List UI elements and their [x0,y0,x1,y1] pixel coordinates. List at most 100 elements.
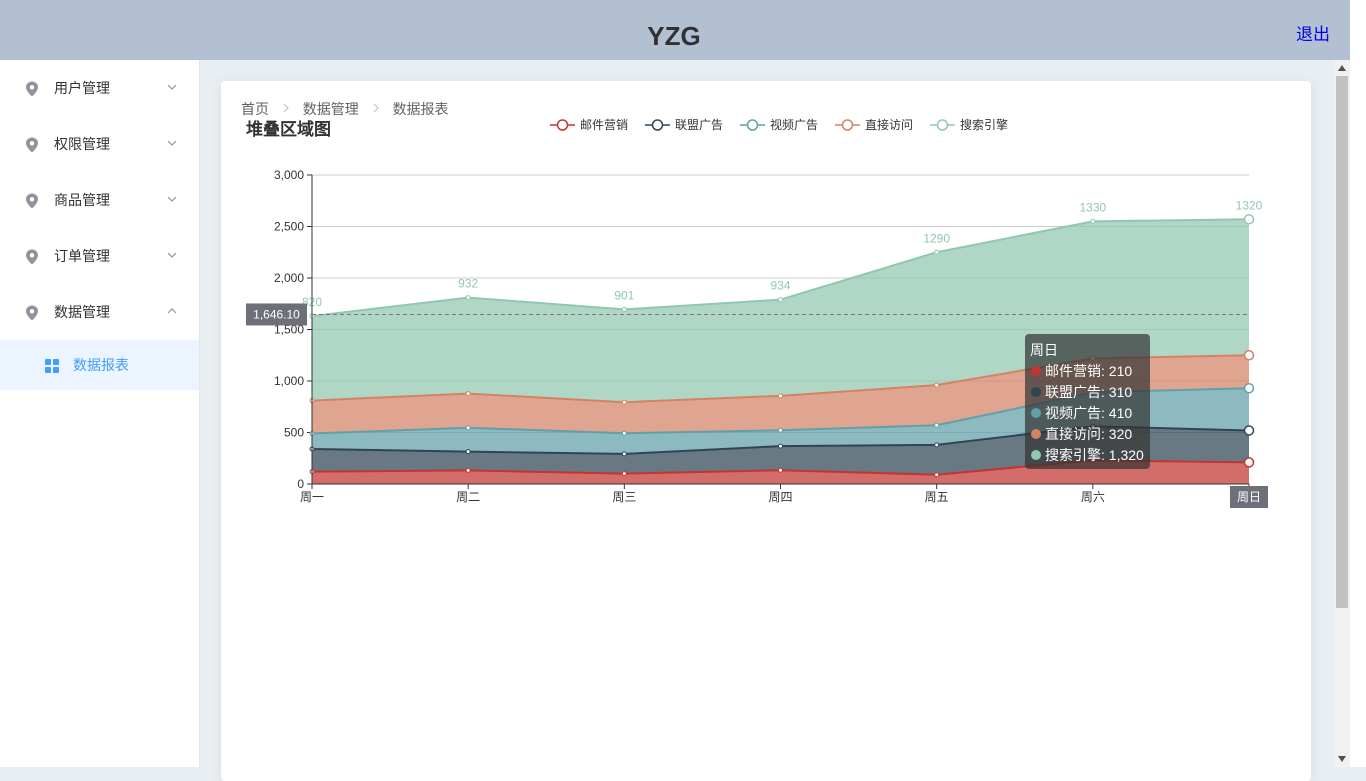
sidebar-item-label: 用户管理 [54,80,110,96]
breadcrumb-data-management: 数据管理 [302,101,359,117]
location-icon [26,137,38,153]
legend-label: 搜索引擎 [960,117,1008,132]
tooltip-row: 搜索引擎: 1,320 [1045,447,1144,463]
data-label: 1290 [923,231,950,245]
sidebar-menu: 用户管理 权限管理 商品管理 订单管理 数据管理 数据报表 [0,60,200,767]
location-icon [26,249,38,265]
breadcrumb-data-report: 数据报表 [392,101,449,117]
legend-marker [746,119,759,131]
breadcrumb-home[interactable]: 首页 [241,101,269,117]
tooltip-marker [1031,429,1041,439]
tooltip-marker [1031,408,1041,418]
tooltip-bg [1025,334,1150,469]
data-point [1243,382,1255,394]
pointer-y-label-bg [246,303,307,326]
data-point [621,399,627,405]
sidebar-subitem-data-report[interactable]: 数据报表 [0,340,199,390]
chevron-right-icon [283,103,289,113]
stacked-area-chart: 堆叠区域图 邮件营销 联盟广告 视频广告 直接访问 搜索引擎 0 500 1,000 1,500 2… [246,117,1268,508]
x-tick-label: 周二 [456,490,480,504]
data-point [621,471,627,477]
tooltip-row: 邮件营销: 210 [1045,363,1132,379]
data-point [1243,425,1255,436]
chevron-down-icon [167,196,177,202]
data-point [465,467,471,473]
sidebar-item-orders[interactable]: 订单管理 [0,228,199,284]
legend-item-4: 直接访问 [835,117,913,132]
app-title: YZG [647,21,701,51]
pointer-y-label: 1,646.10 [253,307,300,321]
sidebar-item-label: 订单管理 [54,248,110,264]
scroll-down-arrow-icon[interactable] [1338,756,1346,762]
x-tick-label: 周六 [1081,490,1105,504]
data-point [934,249,940,255]
area-5 [312,219,1249,403]
y-tick-label: 1,500 [274,323,304,337]
logout-link[interactable]: 退出 [1296,25,1330,44]
data-point [1243,350,1255,361]
x-tick-label: 周四 [768,490,792,504]
vertical-scrollbar[interactable] [1334,60,1350,767]
data-point [465,295,471,301]
chevron-right-icon [373,103,379,113]
y-tick-label: 2,500 [274,220,304,234]
legend-item-5: 搜索引擎 [930,117,1008,132]
tooltip-row: 视频广告: 410 [1045,405,1132,421]
legend-label: 邮件营销 [580,118,628,132]
data-point [934,442,940,448]
sidebar-item-label: 数据管理 [54,304,110,320]
data-point [1243,457,1255,468]
y-tick-label: 3,000 [274,168,304,182]
sidebar-item-users[interactable]: 用户管理 [0,60,199,116]
pointer-x-label-bg [1230,486,1268,508]
data-label: 934 [770,279,790,293]
area-4 [312,355,1249,434]
area-3 [312,388,1249,454]
grid-icon [45,359,59,373]
legend-marker [556,119,569,131]
scroll-up-arrow-icon[interactable] [1338,65,1346,71]
breadcrumb: 首页 数据管理 数据报表 [241,99,449,119]
sidebar-subitem-label: 数据报表 [73,357,129,373]
location-icon [26,81,38,97]
tooltip-row: 直接访问: 320 [1045,426,1132,442]
y-tick-label: 500 [284,426,304,440]
legend-item-2: 联盟广告 [645,118,723,132]
sidebar-item-permissions[interactable]: 权限管理 [0,116,199,172]
data-point [778,297,783,303]
chevron-down-icon [167,84,177,90]
x-tick-label: 周一 [300,490,324,504]
chevron-up-icon [167,308,177,314]
data-point [934,422,940,428]
legend-item-1: 邮件营销 [550,118,628,132]
legend-label: 直接访问 [865,117,913,132]
data-label: 932 [458,277,478,291]
data-point [934,382,940,388]
location-icon [26,305,38,321]
legend-label: 联盟广告 [675,118,723,132]
sidebar-item-goods[interactable]: 商品管理 [0,172,199,228]
legend-item-3: 视频广告 [740,117,818,132]
legend-marker [651,119,664,131]
tooltip-marker [1031,450,1041,460]
y-tick-label: 1,000 [274,374,304,388]
chevron-down-icon [167,140,177,146]
legend-label: 视频广告 [770,117,818,132]
tooltip-row: 联盟广告: 310 [1045,384,1132,400]
top-header: YZG 退出 [0,0,1366,60]
chart-title: 堆叠区域图 [246,119,331,139]
legend-marker [841,119,854,131]
data-label: 901 [614,288,634,302]
location-icon [26,193,38,209]
data-point [778,393,783,399]
sidebar-item-data[interactable]: 数据管理 [0,284,199,340]
tooltip-title: 周日 [1030,342,1058,358]
data-point [778,443,783,449]
data-point [778,427,783,433]
sidebar-item-label: 权限管理 [54,136,110,152]
data-point [1090,218,1096,224]
pointer-x-label: 周日 [1237,490,1261,504]
data-point [621,430,627,436]
scrollbar-thumb[interactable] [1336,76,1348,608]
